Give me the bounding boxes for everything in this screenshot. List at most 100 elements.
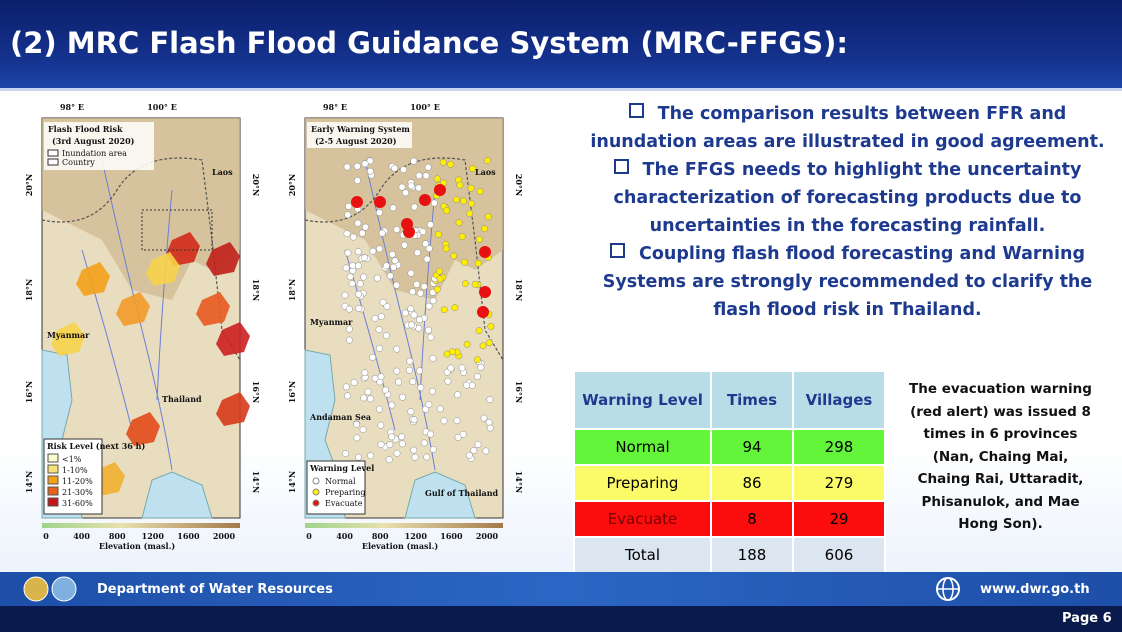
station-dot	[451, 304, 459, 312]
station-dot	[415, 184, 423, 192]
station-dot	[391, 257, 399, 265]
station-dot	[410, 416, 418, 424]
station-dot	[341, 291, 349, 299]
station-dot	[388, 433, 396, 441]
evacuate-dot	[403, 226, 415, 238]
elevation-bar	[42, 523, 240, 528]
place-label: Laos	[475, 167, 496, 177]
station-dot	[473, 373, 481, 381]
lat-label: 18°N	[251, 279, 261, 301]
station-dot	[360, 394, 368, 402]
station-dot	[479, 342, 487, 350]
station-dot	[453, 417, 461, 425]
station-dot	[391, 164, 399, 172]
legend-label: Preparing	[325, 488, 366, 497]
legend-top-label: Country	[62, 158, 95, 167]
station-dot	[413, 280, 421, 288]
station-dot	[345, 325, 353, 333]
station-dot	[399, 393, 406, 401]
station-dot	[367, 395, 374, 403]
station-dot	[474, 440, 482, 448]
lat-label: 14°N	[251, 471, 261, 493]
station-dot	[382, 386, 390, 394]
station-dot	[433, 175, 441, 183]
evacuate-dot	[434, 184, 446, 196]
station-dot	[386, 441, 394, 449]
station-dot	[454, 433, 462, 441]
organization: Department of Water Resources	[97, 582, 333, 597]
station-dot	[402, 189, 409, 197]
station-dot	[346, 273, 354, 281]
station-dot	[487, 323, 495, 330]
evacuate-dot	[419, 194, 431, 206]
evacuate-dot	[479, 246, 491, 258]
station-dot	[361, 160, 369, 168]
table-row: Total 188 606	[573, 536, 886, 574]
legend-label: Evacuate	[325, 499, 363, 508]
station-dot	[366, 167, 374, 175]
note-line: Chaing Rai, Uttaradit,	[917, 471, 1084, 487]
station-dot	[442, 245, 450, 253]
station-dot	[416, 289, 424, 297]
station-dot	[455, 219, 463, 227]
bullet-box	[613, 159, 629, 174]
station-dot	[454, 391, 462, 399]
legend-swatch	[47, 486, 59, 496]
station-dot	[343, 163, 351, 171]
station-dot	[361, 254, 368, 262]
evacuation-note: The evacuation warning (red alert) was is…	[898, 378, 1103, 536]
elevation-tick: 1600	[440, 531, 463, 541]
station-dot	[430, 199, 438, 207]
station-dot	[407, 408, 415, 415]
elevation-tick: 800	[372, 531, 389, 541]
station-dot	[364, 388, 372, 396]
logos	[23, 576, 77, 602]
elevation-label: Elevation (masl.)	[362, 541, 438, 551]
table-cell: 29	[792, 500, 886, 538]
station-dot	[409, 288, 417, 296]
risk-area	[116, 292, 150, 326]
station-dot	[453, 196, 460, 203]
station-dot	[353, 434, 361, 442]
station-dot	[377, 441, 385, 449]
station-dot	[367, 452, 375, 460]
lat-label: 16°N	[24, 381, 34, 403]
gulf	[404, 471, 476, 519]
globe-icon	[936, 577, 960, 601]
station-dot	[429, 445, 437, 453]
station-dot	[420, 439, 428, 447]
bullet: Coupling flash flood forecasting and War…	[580, 240, 1115, 324]
page-number: Page 6	[1062, 611, 1112, 626]
lat-label: 20°N	[514, 174, 524, 196]
station-dot	[342, 264, 350, 272]
station-dot	[377, 313, 385, 321]
station-dot	[389, 204, 397, 212]
warning-table: Warning Level Times Villages Normal 94 298 Pre…	[573, 370, 886, 574]
station-dot	[379, 298, 387, 306]
risk-area	[126, 412, 160, 446]
bullet-text: inundation areas are illustrated in good…	[590, 132, 1105, 152]
evacuate-dot	[477, 306, 489, 318]
station-dot	[425, 401, 433, 408]
station-dot	[375, 326, 383, 334]
lat-label: 14°N	[514, 471, 524, 493]
lat-label: 20°N	[24, 174, 34, 196]
station-dot	[466, 210, 473, 217]
note-line: (Nan, Chaing Mai,	[932, 448, 1069, 465]
elevation-tick: 2000	[476, 531, 499, 541]
station-dot	[475, 235, 483, 243]
station-dot	[358, 229, 366, 237]
station-dot	[474, 259, 482, 267]
station-dot	[376, 344, 383, 352]
table-cell: 8	[710, 500, 794, 538]
station-dot	[485, 418, 493, 426]
station-dot	[476, 188, 484, 195]
station-dot	[467, 184, 475, 192]
elevation-label: Elevation (masl.)	[99, 541, 175, 551]
risk-area	[196, 292, 230, 326]
table-cell: 279	[792, 464, 886, 502]
lat-label: 18°N	[514, 279, 524, 301]
early-warning-map: 98° E 100° E 20°N 20°N 18°N 18°N 16°N 16°N 14°N 1…	[287, 102, 524, 551]
station-dot	[405, 366, 413, 374]
station-dot	[350, 379, 358, 386]
